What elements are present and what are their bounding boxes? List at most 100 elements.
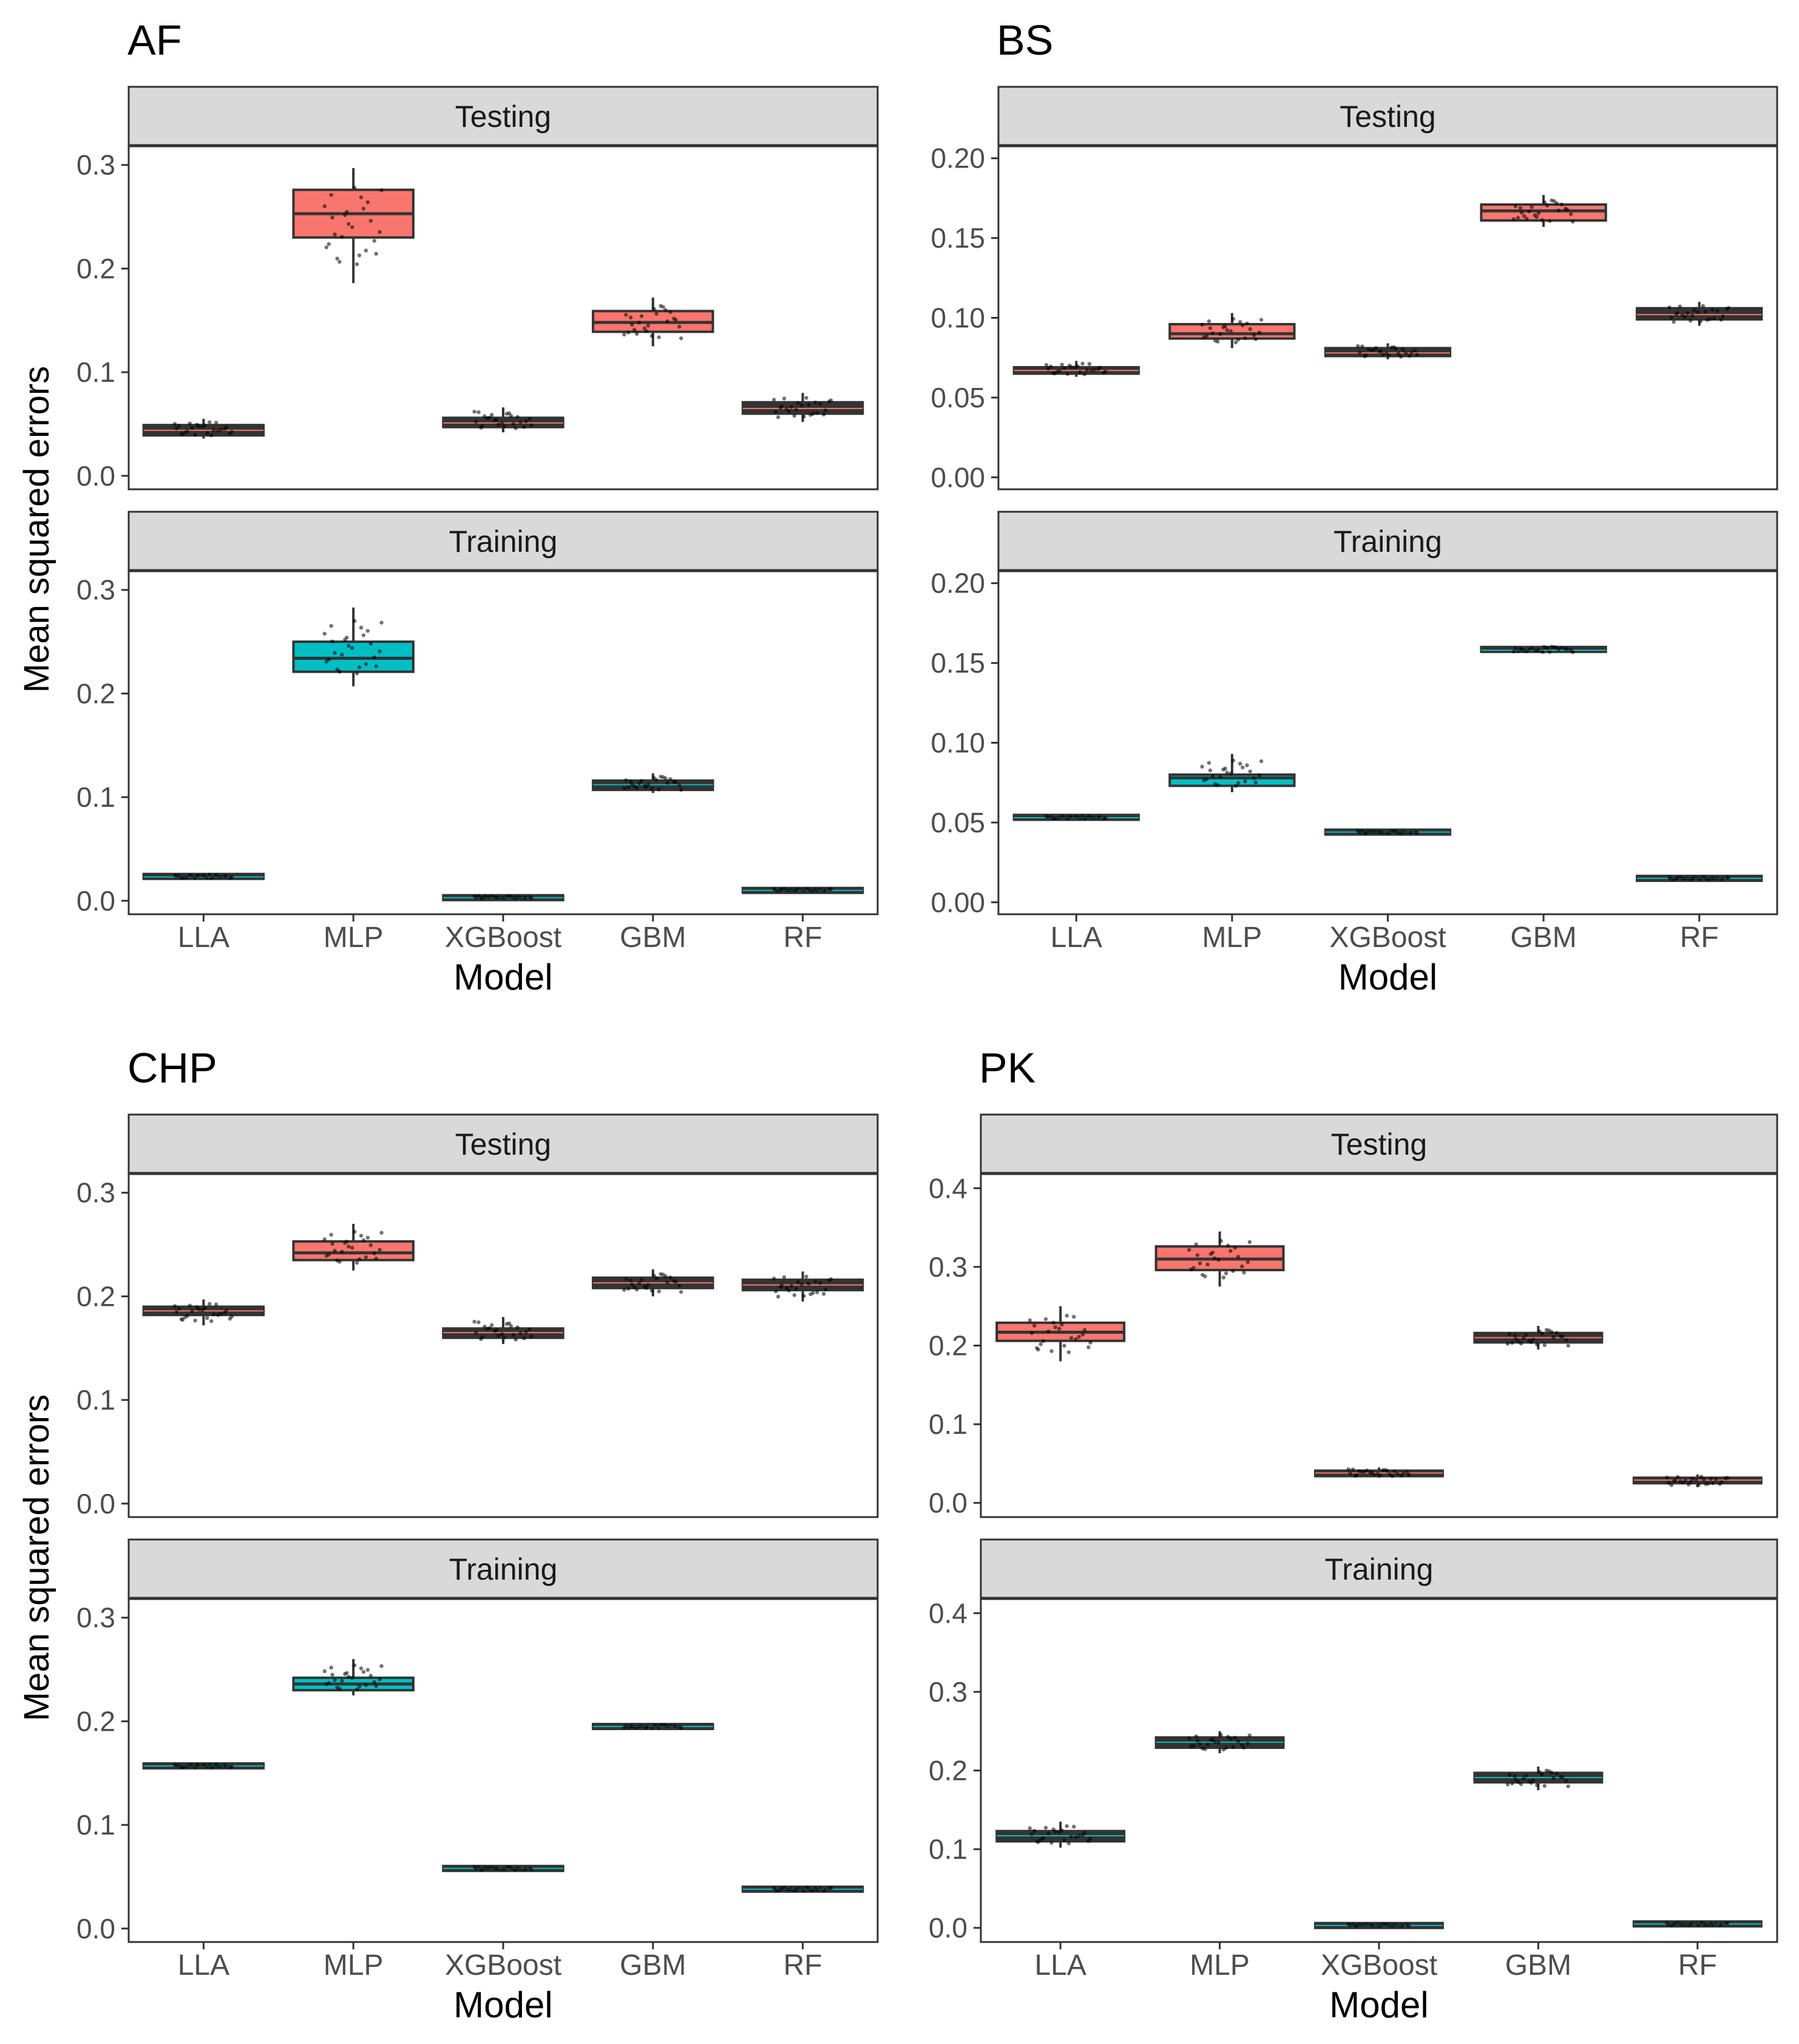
jitter-point xyxy=(1207,761,1211,765)
jitter-point xyxy=(1057,1326,1062,1331)
jitter-point xyxy=(1669,316,1673,320)
jitter-point xyxy=(1563,647,1568,651)
jitter-point xyxy=(1028,1318,1032,1323)
jitter-point xyxy=(1228,1737,1233,1741)
jitter-point xyxy=(1564,1338,1568,1342)
jitter-point xyxy=(1513,646,1518,651)
jitter-point xyxy=(1360,829,1364,834)
jitter-point xyxy=(794,888,798,892)
jitter-point xyxy=(322,1669,327,1674)
jitter-point xyxy=(1207,319,1211,324)
jitter-point xyxy=(1103,816,1108,820)
jitter-point xyxy=(172,873,177,877)
jitter-point xyxy=(1378,1473,1383,1478)
jitter-point xyxy=(1529,1340,1534,1345)
jitter-point xyxy=(215,1312,220,1317)
jitter-point xyxy=(1210,774,1215,778)
jitter-point xyxy=(1253,780,1258,785)
jitter-point xyxy=(1044,362,1049,367)
jitter-point xyxy=(637,781,642,786)
jitter-point xyxy=(1690,877,1695,881)
jitter-point xyxy=(802,1888,806,1893)
jitter-point xyxy=(652,776,656,780)
jitter-point xyxy=(485,416,489,420)
jitter-point xyxy=(1060,1322,1064,1327)
jitter-point xyxy=(1238,320,1242,324)
box-iqr xyxy=(292,640,415,673)
chart-af: AF Mean squared errors Testing 0.0 0.1 0.2 0.3… xyxy=(17,16,879,997)
jitter-point xyxy=(379,1231,384,1235)
jitter-point xyxy=(804,1274,808,1279)
x-tick-label: MLP xyxy=(1190,1949,1250,1981)
jitter-point xyxy=(1092,367,1097,372)
jitter-point xyxy=(1208,326,1213,330)
x-axis-label: Model xyxy=(453,957,552,997)
jitter-point xyxy=(679,1726,683,1730)
jitter-point xyxy=(494,417,499,422)
jitter-point xyxy=(1369,830,1373,834)
panel-testing: Testing 0.0 0.1 0.2 0.3 0.4 xyxy=(929,1113,1778,1519)
jitter-point xyxy=(1712,316,1716,321)
jitter-point xyxy=(357,1257,362,1261)
jitter-point xyxy=(679,1289,683,1294)
jitter-point xyxy=(518,420,523,424)
jitter-point xyxy=(789,1887,794,1892)
box-lla xyxy=(995,1821,1126,1848)
jitter-point xyxy=(1408,830,1412,835)
jitter-point xyxy=(345,209,349,214)
jitter-point xyxy=(624,778,628,783)
strip-background xyxy=(127,1538,879,1599)
jitter-point xyxy=(1540,1772,1544,1777)
jitter-point xyxy=(1240,1264,1244,1269)
jitter-point xyxy=(1065,1314,1069,1318)
jitter-point xyxy=(661,1723,665,1728)
jitter-point xyxy=(1358,350,1362,355)
jitter-point xyxy=(522,425,526,429)
jitter-point xyxy=(229,430,234,434)
box-mlp xyxy=(1154,1231,1285,1287)
jitter-point xyxy=(624,1277,628,1281)
jitter-point xyxy=(1088,1340,1093,1345)
jitter-point xyxy=(654,311,659,316)
jitter-point xyxy=(177,874,181,878)
jitter-point xyxy=(354,1260,359,1265)
jitter-point xyxy=(1219,1733,1223,1737)
jitter-point xyxy=(1415,830,1419,835)
jitter-point xyxy=(529,1334,534,1339)
jitter-point xyxy=(1710,1922,1715,1927)
jitter-point xyxy=(203,1306,207,1310)
jitter-point xyxy=(1675,311,1679,315)
jitter-point xyxy=(329,1232,333,1237)
jitter-point xyxy=(357,253,362,257)
jitter-point xyxy=(1360,1470,1364,1474)
jitter-point xyxy=(518,1867,523,1871)
jitter-point xyxy=(649,1725,654,1730)
jitter-point xyxy=(1257,330,1262,334)
y-tick-label: 0.3 xyxy=(76,574,115,606)
jitter-point xyxy=(190,1309,194,1314)
jitter-point xyxy=(364,1683,368,1688)
jitter-point xyxy=(511,422,515,426)
y-tick-label: 0.2 xyxy=(76,677,115,709)
jitter-point xyxy=(782,396,787,401)
box-rf xyxy=(741,1885,864,1893)
jitter-point xyxy=(807,888,811,892)
jitter-point xyxy=(1507,1332,1512,1337)
jitter-point xyxy=(1205,1742,1210,1747)
jitter-point xyxy=(1198,1742,1202,1746)
jitter-point xyxy=(1057,816,1062,820)
y-tick-label: 0.0 xyxy=(76,1913,115,1944)
jitter-point xyxy=(361,1669,366,1674)
jitter-point xyxy=(1038,1342,1043,1346)
box-mlp xyxy=(292,1223,415,1271)
jitter-point xyxy=(672,316,676,321)
jitter-point xyxy=(1710,308,1715,312)
jitter-point xyxy=(1548,219,1552,223)
jitter-point xyxy=(818,402,822,406)
jitter-point xyxy=(1228,329,1233,333)
panel-testing: Testing 0.00 0.05 0.10 0.15 0.20 xyxy=(930,86,1778,493)
jitter-point xyxy=(1519,1782,1523,1787)
box-xgboost xyxy=(1314,1467,1444,1478)
jitter-point xyxy=(1248,327,1252,331)
jitter-point xyxy=(821,1292,826,1296)
